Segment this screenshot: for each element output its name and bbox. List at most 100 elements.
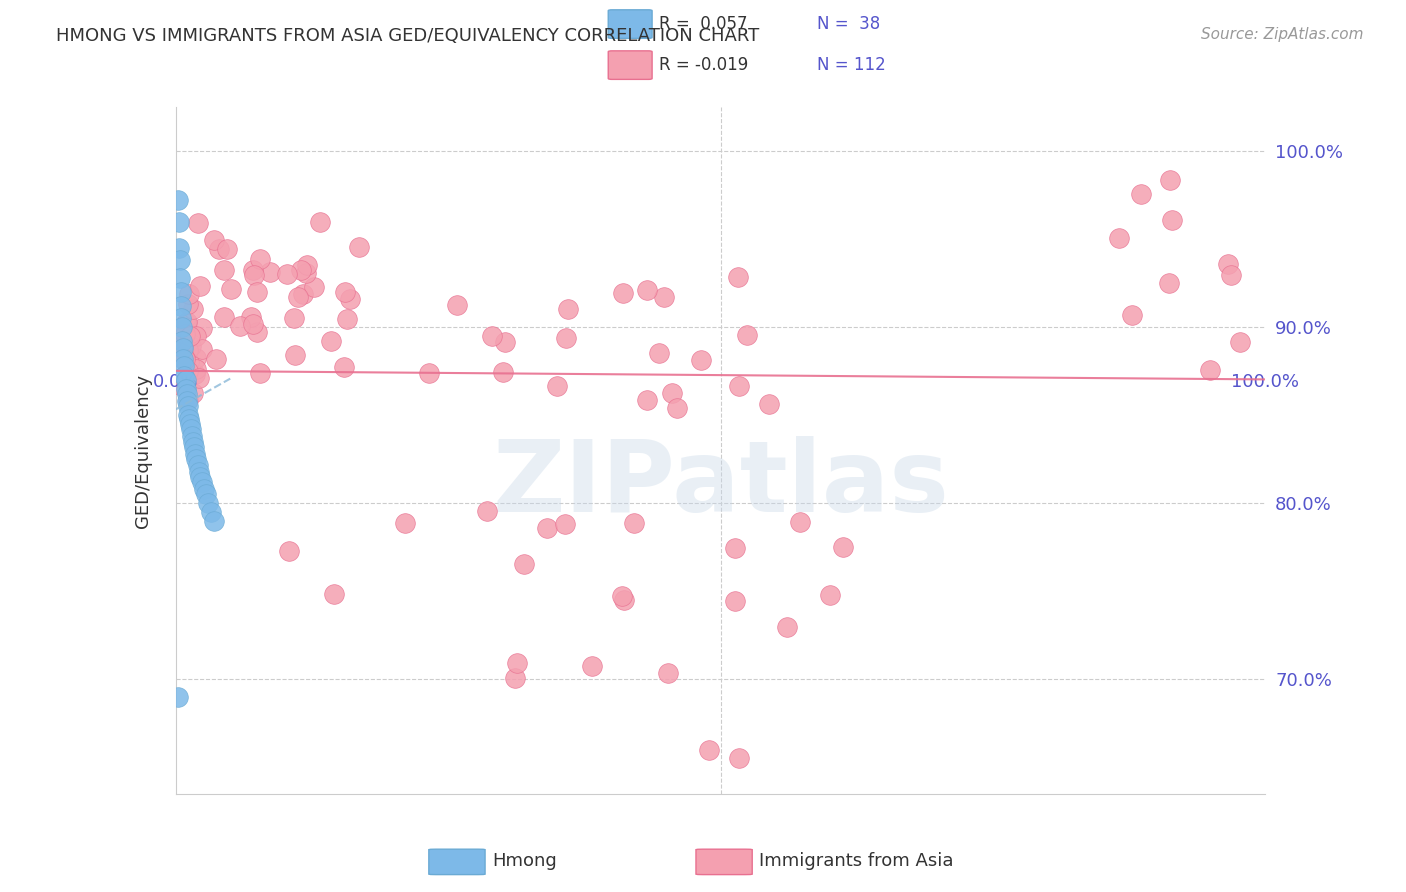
Point: [1108, 231, 1130, 245]
Point: [283, 311, 305, 326]
Point: [174, 351, 197, 366]
Text: N =  38: N = 38: [817, 15, 880, 33]
Point: [322, 587, 344, 601]
Point: [176, 394, 198, 409]
Point: [333, 359, 356, 374]
Point: [179, 286, 201, 301]
Point: [190, 278, 212, 293]
Point: [177, 409, 200, 423]
Point: [186, 458, 209, 472]
Point: [187, 465, 209, 479]
Point: [475, 504, 498, 518]
Point: [557, 301, 579, 316]
Point: [172, 334, 194, 349]
Point: [191, 475, 214, 490]
Point: [554, 331, 576, 345]
Point: [1121, 308, 1143, 322]
Point: [239, 310, 262, 324]
FancyBboxPatch shape: [429, 849, 485, 874]
Point: [177, 364, 200, 378]
Point: [174, 373, 197, 387]
Point: [335, 312, 357, 326]
Point: [339, 292, 361, 306]
Point: [290, 263, 312, 277]
Point: [1216, 257, 1239, 271]
FancyBboxPatch shape: [696, 849, 752, 874]
Point: [167, 214, 190, 228]
Point: [197, 496, 219, 510]
Point: [190, 342, 212, 356]
Point: [505, 671, 527, 685]
Point: [202, 233, 225, 247]
Point: [181, 429, 204, 443]
Point: [295, 258, 318, 272]
Text: R =  0.057: R = 0.057: [659, 15, 748, 33]
Point: [613, 593, 636, 607]
Point: [176, 373, 198, 387]
Point: [723, 541, 745, 556]
Point: [418, 367, 440, 381]
Point: [333, 285, 356, 300]
Point: [242, 268, 264, 282]
Point: [173, 369, 195, 384]
FancyBboxPatch shape: [609, 10, 652, 38]
Point: [188, 470, 211, 484]
Y-axis label: GED/Equivalency: GED/Equivalency: [134, 374, 152, 527]
Point: [636, 283, 658, 297]
Point: [284, 348, 307, 362]
Point: [818, 588, 841, 602]
Point: [228, 318, 250, 333]
Point: [661, 385, 683, 400]
Point: [169, 271, 191, 285]
Point: [212, 310, 235, 324]
Point: [612, 286, 634, 301]
Point: [610, 589, 633, 603]
Point: [1229, 335, 1251, 350]
Point: [180, 338, 202, 352]
Point: [167, 194, 190, 208]
Point: [186, 452, 208, 467]
Point: [581, 659, 603, 673]
Point: [554, 516, 576, 531]
Point: [546, 379, 568, 393]
Point: [246, 325, 269, 339]
Point: [169, 253, 191, 268]
Point: [174, 382, 197, 396]
Point: [245, 285, 267, 300]
Point: [276, 268, 298, 282]
Point: [170, 311, 193, 326]
Point: [728, 751, 751, 765]
Point: [309, 215, 332, 229]
Text: HMONG VS IMMIGRANTS FROM ASIA GED/EQUIVALENCY CORRELATION CHART: HMONG VS IMMIGRANTS FROM ASIA GED/EQUIVA…: [56, 27, 759, 45]
Point: [173, 359, 195, 373]
Point: [177, 411, 200, 425]
Point: [172, 320, 194, 334]
Point: [167, 350, 190, 364]
Point: [179, 417, 201, 431]
Point: [172, 351, 194, 366]
Point: [295, 266, 318, 280]
Text: 0.0%: 0.0%: [153, 373, 198, 391]
Point: [180, 422, 202, 436]
Point: [191, 321, 214, 335]
Point: [302, 280, 325, 294]
Point: [636, 392, 658, 407]
Point: [177, 343, 200, 357]
Point: [184, 362, 207, 376]
Point: [1159, 172, 1181, 186]
Point: [347, 239, 370, 253]
Point: [513, 557, 536, 571]
Point: [179, 354, 201, 368]
Point: [690, 352, 713, 367]
Point: [200, 505, 222, 519]
Point: [167, 241, 190, 255]
Point: [221, 282, 243, 296]
Point: [697, 743, 720, 757]
Text: Immigrants from Asia: Immigrants from Asia: [759, 852, 953, 870]
Point: [207, 242, 229, 256]
Point: [183, 440, 205, 454]
Point: [648, 346, 671, 360]
Text: ZIPatlas: ZIPatlas: [492, 436, 949, 533]
FancyBboxPatch shape: [609, 51, 652, 79]
Point: [776, 620, 799, 634]
